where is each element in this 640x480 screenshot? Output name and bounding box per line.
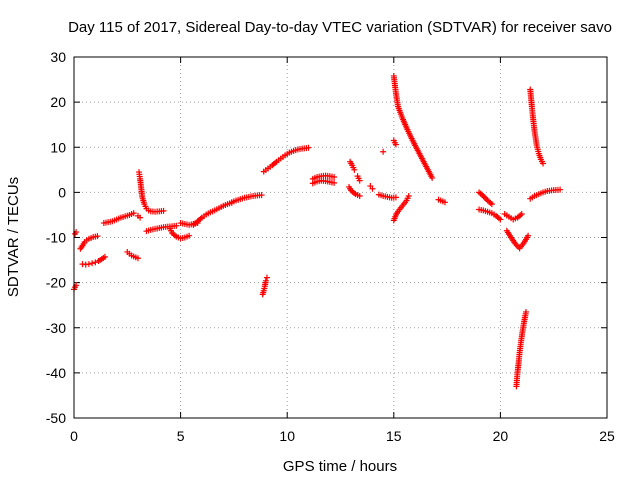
data-point <box>488 201 495 208</box>
data-point <box>258 192 265 199</box>
series-arc-14 <box>259 274 270 298</box>
data-point <box>380 148 387 155</box>
series-arc-13 <box>228 192 265 206</box>
y-tick-label: 0 <box>58 184 66 200</box>
chart-title: Day 115 of 2017, Sidereal Day-to-day VTE… <box>68 19 612 36</box>
series-arc-34 <box>527 186 564 202</box>
series-arc-23 <box>380 148 387 155</box>
data-point <box>130 210 137 217</box>
series-arc-24 <box>390 137 399 148</box>
x-tick-label: 20 <box>493 428 509 444</box>
y-axis-label: SDTVAR / TECUs <box>5 177 22 297</box>
series-arc-1 <box>71 282 80 293</box>
series-arc-19 <box>346 183 363 199</box>
data-point <box>518 211 525 218</box>
series-arc-33 <box>527 86 547 167</box>
data-point <box>262 277 269 284</box>
data-point <box>356 192 363 199</box>
data-point <box>305 144 312 151</box>
data-point <box>392 194 399 201</box>
series-arc-30 <box>501 211 525 223</box>
data-point <box>92 259 99 266</box>
series-arc-3 <box>77 233 101 252</box>
data-point <box>94 233 101 240</box>
data-point <box>331 179 338 186</box>
series-arc-29 <box>476 206 504 223</box>
y-tick-label: -40 <box>46 365 66 381</box>
data-point <box>356 177 363 184</box>
series-arc-15 <box>260 144 312 175</box>
data-point <box>134 255 141 262</box>
x-axis-label: GPS time / hours <box>283 458 397 475</box>
series-arc-27 <box>435 196 448 206</box>
data-point <box>497 216 504 223</box>
data-point <box>392 141 399 148</box>
x-tick-label: 5 <box>177 428 185 444</box>
series-arc-5 <box>100 210 137 227</box>
data-point <box>522 308 529 315</box>
data-point <box>405 192 412 199</box>
y-tick-label: 10 <box>50 139 66 155</box>
data-point <box>369 185 376 192</box>
series-arc-10 <box>166 225 193 242</box>
series-arc-9 <box>143 222 180 235</box>
series-arc-16 <box>309 172 338 182</box>
series-arc-31 <box>503 227 532 252</box>
data-point <box>540 160 547 167</box>
tick-labels: 0 5 10 15 20 25 -50 -40 -30 -20 -10 0 10 20 30 <box>46 49 615 444</box>
x-tick-label: 10 <box>279 428 295 444</box>
series-arc-21 <box>367 183 376 192</box>
data-point <box>557 186 564 193</box>
series-arc-22 <box>375 191 399 201</box>
plot-frame <box>73 56 608 419</box>
series-arc-18 <box>347 158 358 173</box>
data-points <box>71 72 564 390</box>
series-arc-20 <box>354 173 363 184</box>
data-point <box>525 232 532 239</box>
data-point <box>441 199 448 206</box>
data-point <box>101 253 108 260</box>
data-point <box>89 260 96 267</box>
series-arc-8 <box>134 212 144 221</box>
x-tick-label: 15 <box>386 428 402 444</box>
y-tick-label: -30 <box>46 320 66 336</box>
y-tick-label: -20 <box>46 275 66 291</box>
series-arc-6 <box>124 248 141 262</box>
x-tick-label: 0 <box>70 428 78 444</box>
series-arc-17 <box>309 177 338 187</box>
x-tick-label: 25 <box>599 428 615 444</box>
series-arc-2 <box>72 229 80 237</box>
y-tick-label: 30 <box>50 49 66 65</box>
series-arc-26 <box>390 192 412 224</box>
series-arc-4 <box>79 253 108 268</box>
y-tick-label: -10 <box>46 230 66 246</box>
data-point <box>137 214 144 221</box>
y-tick-label: 20 <box>50 94 66 110</box>
series-arc-25 <box>390 72 436 181</box>
data-point <box>331 174 338 181</box>
data-point <box>186 232 193 239</box>
series-arc-32 <box>513 308 529 390</box>
series-arc-7 <box>136 169 167 215</box>
data-point <box>351 166 358 173</box>
data-point <box>160 207 167 214</box>
data-point <box>85 261 92 268</box>
data-point <box>263 274 270 281</box>
series-arc-12 <box>190 199 235 228</box>
data-point <box>173 222 180 229</box>
y-tick-label: -50 <box>46 410 66 426</box>
data-point <box>429 174 436 181</box>
series-arc-28 <box>476 189 495 208</box>
